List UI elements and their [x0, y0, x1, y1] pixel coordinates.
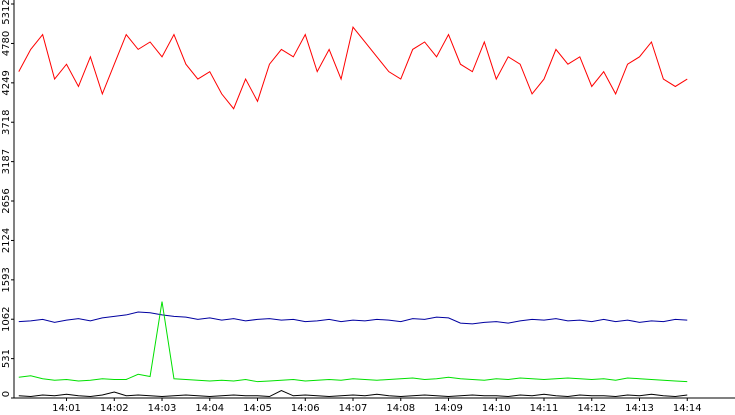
- y-tick-label: 4780: [1, 31, 12, 56]
- x-tick-label: 14:03: [148, 403, 177, 414]
- y-tick-label: 4249: [1, 70, 12, 95]
- x-tick-label: 14:08: [386, 403, 415, 414]
- x-tick-label: 14:02: [100, 403, 129, 414]
- y-tick-label: 2124: [1, 228, 12, 253]
- y-tick-label: 3718: [1, 110, 12, 135]
- x-tick-label: 14:04: [195, 403, 224, 414]
- x-tick-label: 14:01: [52, 403, 81, 414]
- x-tick-label: 14:13: [625, 403, 654, 414]
- y-tick-label: 3187: [1, 149, 12, 174]
- y-tick-label: 2656: [1, 188, 12, 213]
- y-tick-label: 5312: [1, 0, 12, 25]
- x-tick-label: 14:05: [243, 403, 272, 414]
- series-line: [18, 301, 688, 383]
- x-tick-label: 14:07: [339, 403, 368, 414]
- y-tick-label: 1062: [1, 307, 12, 332]
- series-line: [18, 390, 688, 398]
- x-tick-label: 14:12: [577, 403, 606, 414]
- y-tick-label: 0: [1, 391, 12, 397]
- x-tick-label: 14:10: [482, 403, 511, 414]
- x-tick-label: 14:09: [434, 403, 463, 414]
- y-tick-label: 1593: [1, 267, 12, 292]
- x-tick-label: 14:11: [530, 403, 559, 414]
- x-tick-label: 14:14: [673, 403, 702, 414]
- series-line: [18, 26, 688, 110]
- x-tick-label: 14:06: [291, 403, 320, 414]
- y-tick-label: 531: [1, 349, 12, 368]
- series-line: [18, 311, 688, 325]
